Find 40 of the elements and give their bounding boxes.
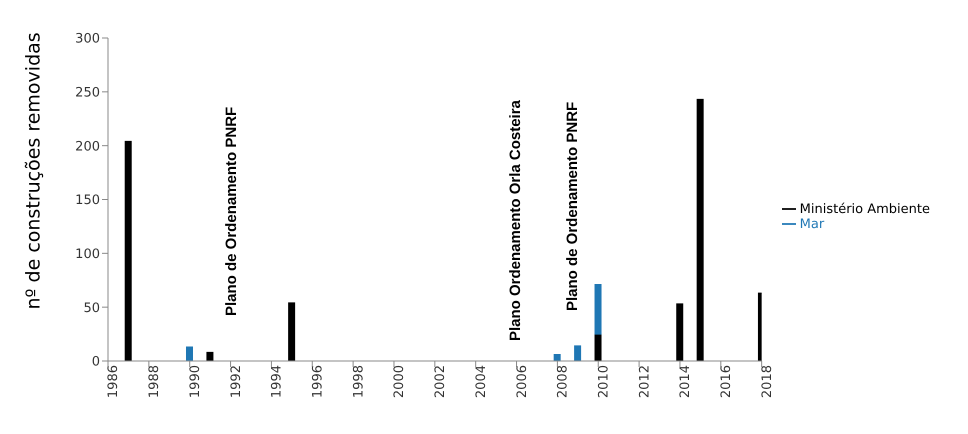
x-tick-label: 2000 <box>392 365 408 398</box>
annotation: Plano de Ordenamento PNRF <box>564 102 581 311</box>
y-tick-label: 100 <box>75 246 100 262</box>
x-tick-label: 2010 <box>596 365 612 398</box>
y-axis-title: nº de construções removidas <box>22 32 45 310</box>
bar <box>206 352 214 361</box>
bar <box>574 345 582 361</box>
y-tick-label: 50 <box>83 300 100 316</box>
bar <box>696 98 704 361</box>
y-tick-label: 0 <box>92 354 100 370</box>
x-tick-label: 2004 <box>474 365 489 398</box>
x-tick-label: 1990 <box>188 365 203 398</box>
bar <box>594 284 602 335</box>
x-tick-label: 1998 <box>351 365 366 398</box>
y-tick-label: 150 <box>75 193 100 208</box>
bar <box>288 302 296 361</box>
y-tick-label: 250 <box>75 85 100 100</box>
legend-label: Ministério Ambiente <box>800 202 930 217</box>
x-tick-label: 2014 <box>678 365 694 398</box>
x-tick-label: 2012 <box>637 365 652 398</box>
x-tick-label: 1986 <box>106 365 122 398</box>
x-tick-label: 2006 <box>514 365 530 398</box>
bar <box>594 334 602 361</box>
x-tick-label: 1988 <box>147 365 162 398</box>
x-tick-label: 1992 <box>228 365 244 398</box>
annotation: Plano Ordenamento Orla Costeira <box>507 99 524 341</box>
y-tick-label: 300 <box>75 32 100 47</box>
bar <box>124 140 132 361</box>
x-tick-label: 1994 <box>270 365 285 398</box>
y-tick-label: 200 <box>75 139 100 154</box>
x-tick-label: 2002 <box>433 365 448 398</box>
bar <box>554 354 561 361</box>
annotation: Plano de Ordenamento PNRF <box>223 106 240 316</box>
x-tick-label: 2016 <box>719 365 734 398</box>
legend-label: Mar <box>800 217 824 232</box>
x-tick-label: 2018 <box>760 365 775 398</box>
x-tick-label: 2008 <box>556 365 571 398</box>
bar <box>676 303 684 361</box>
bar <box>186 346 193 361</box>
x-tick-label: 1996 <box>310 365 326 398</box>
